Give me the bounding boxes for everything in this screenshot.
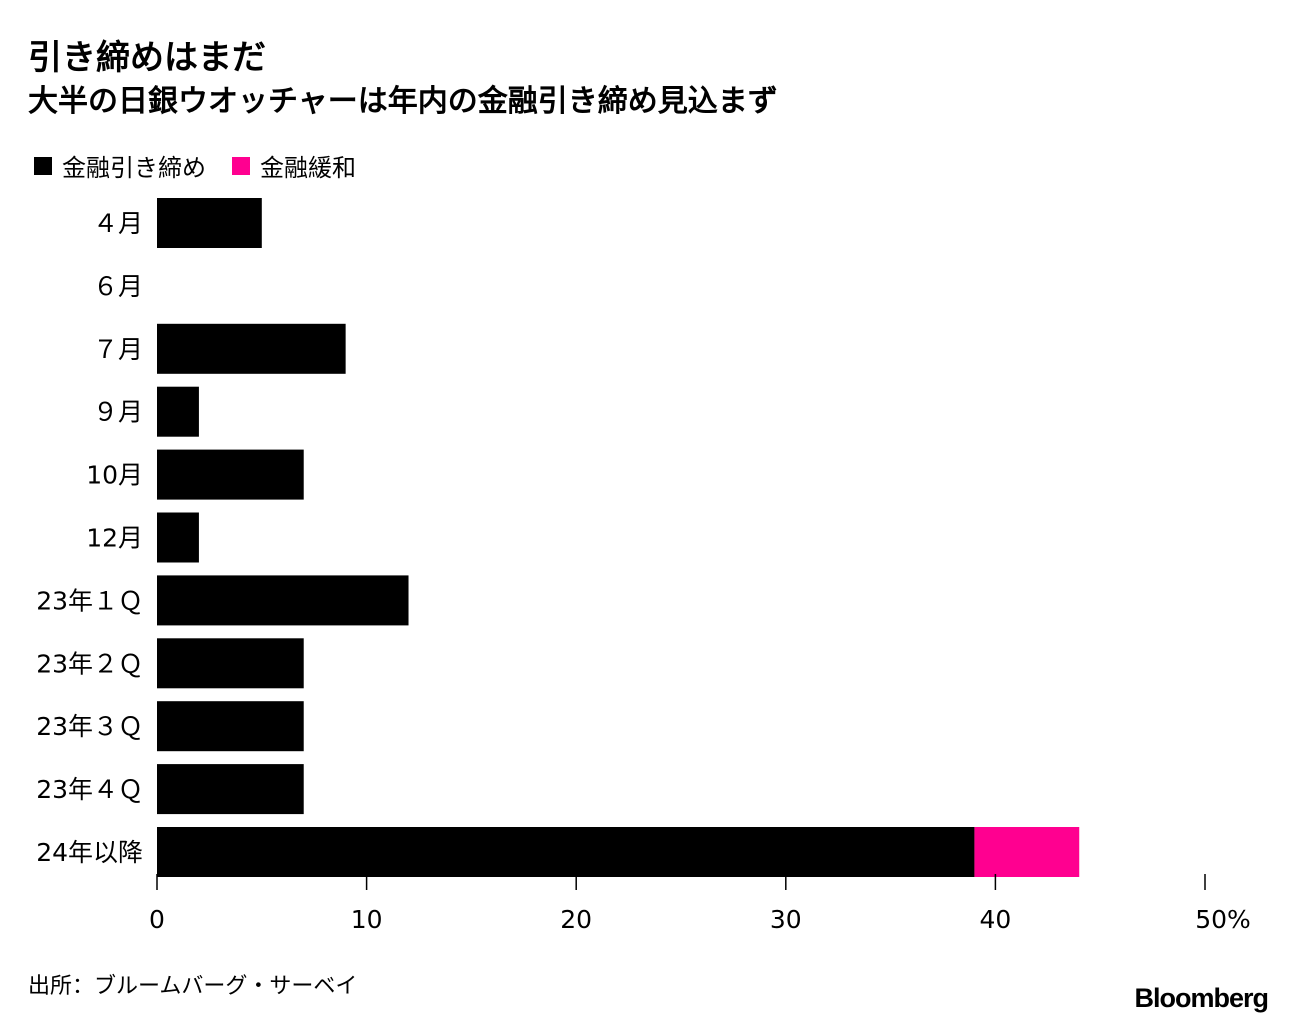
legend-label-easing: 金融緩和 [260, 154, 356, 182]
legend-swatch-tightening [34, 156, 52, 175]
x-tick-label: 50% [1195, 905, 1251, 934]
category-label: 23年２Ｑ [36, 649, 143, 678]
x-tick-label: 0 [149, 905, 165, 934]
x-tick-label: 10 [351, 905, 383, 934]
category-label: 23年３Ｑ [36, 712, 143, 741]
bar-tightening [157, 764, 304, 815]
x-tick-label: 20 [560, 905, 592, 934]
bar-tightening [157, 701, 304, 752]
legend-swatch-easing [232, 156, 250, 175]
category-label: ４月 [93, 209, 143, 238]
category-label: 23年１Ｑ [36, 586, 143, 615]
legend-item-tightening: 金融引き締め [34, 148, 206, 183]
bar-tightening [157, 198, 262, 248]
bar-tightening [157, 638, 304, 689]
legend: 金融引き締め 金融緩和 [34, 148, 382, 183]
category-label: 12月 [86, 524, 143, 553]
category-label: 10月 [86, 461, 143, 490]
bar-tightening [157, 323, 346, 374]
bar-tightening [157, 449, 304, 500]
bar-tightening [157, 386, 199, 437]
bloomberg-logo: Bloomberg [1134, 983, 1269, 1013]
bar-tightening [157, 827, 975, 877]
x-tick-label: 30 [770, 905, 802, 934]
source-note: 出所：ブルームバーグ・サーベイ [28, 974, 358, 999]
chart-subtitle: 大半の日銀ウオッチャーは年内の金融引き締め見込まず [28, 84, 778, 119]
chart-title: 引き締めはまだ [28, 38, 266, 78]
category-label: ６月 [93, 272, 143, 301]
category-label: ７月 [93, 335, 143, 364]
category-label: ９月 [93, 398, 143, 427]
x-tick-label: 40 [979, 905, 1011, 934]
category-label: 24年以降 [36, 838, 143, 867]
legend-label-tightening: 金融引き締め [62, 154, 206, 182]
bar-tightening [157, 575, 409, 626]
bar-easing [974, 827, 1080, 877]
bar-tightening [157, 512, 199, 563]
legend-item-easing: 金融緩和 [232, 148, 356, 183]
category-label: 23年４Ｑ [36, 775, 143, 804]
